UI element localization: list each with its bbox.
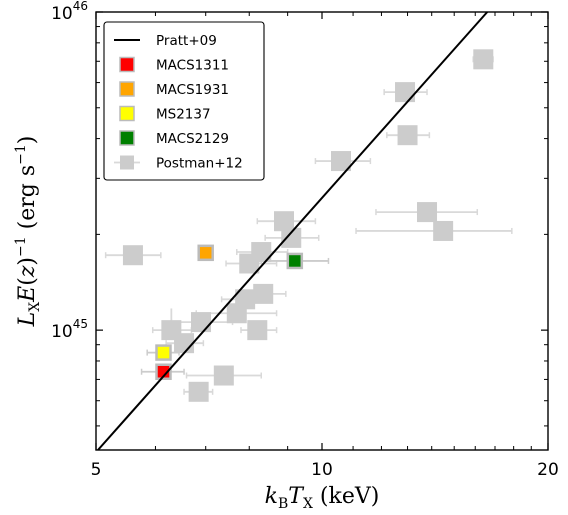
legend-label-pratt-09: Pratt+09 <box>156 33 217 49</box>
fit-line-group <box>97 11 488 451</box>
marker-postman-12-16 <box>395 82 416 103</box>
marker-postman-12-9 <box>251 242 272 263</box>
y-axis-label: LXE(z)−1 (erg s−1) <box>13 136 43 328</box>
legend-swatch-macs2129 <box>119 130 135 146</box>
pratt-fit-line <box>97 11 488 451</box>
legend-label-macs1311: MACS1311 <box>156 58 229 74</box>
marker-macs1311-0 <box>155 363 172 380</box>
legend-swatch-macs1931 <box>119 81 135 97</box>
y-tick-label-0: 1045 <box>51 317 88 342</box>
legend-label-macs1931: MACS1931 <box>156 82 229 98</box>
marker-postman-12-11 <box>253 283 274 304</box>
marker-macs1931-0 <box>197 244 214 262</box>
marker-postman-12-7 <box>235 289 256 310</box>
legend: Pratt+09 MACS1311 MACS1931 MS2137 MACS2129 Po… <box>103 21 265 181</box>
axis-ticks: 5 10 20 1045 1046 <box>51 0 559 480</box>
marker-postman-12-15 <box>397 125 418 146</box>
axis-labels: kBTX (keV) LXE(z)−1 (erg s−1) <box>13 136 379 512</box>
marker-ms2137-0 <box>155 344 172 361</box>
legend-swatch-ms2137 <box>119 105 135 122</box>
x-tick-label-2: 20 <box>537 460 559 480</box>
marker-postman-12-13 <box>281 227 302 248</box>
marker-postman-12-0 <box>122 245 143 266</box>
marker-postman-12-17 <box>417 202 438 223</box>
marker-macs2129-0 <box>286 252 304 270</box>
marker-postman-12-18 <box>433 220 454 241</box>
x-tick-label-1: 10 <box>311 460 333 480</box>
legend-label-ms2137: MS2137 <box>156 107 211 123</box>
legend-label-postman-12: Postman+12 <box>156 156 243 172</box>
legend-label-macs2129: MACS2129 <box>156 131 229 147</box>
x-tick-label-0: 5 <box>91 460 102 480</box>
marker-postman-12-2 <box>174 333 195 354</box>
legend-box <box>103 21 265 181</box>
marker-postman-12-14 <box>330 151 351 172</box>
marker-postman-12-4 <box>191 312 212 333</box>
marker-postman-12-10 <box>247 320 268 341</box>
legend-swatch-postman-12 <box>120 155 134 170</box>
marker-postman-12-5 <box>213 365 234 386</box>
marker-postman-12-12 <box>274 211 295 232</box>
marker-postman-12-3 <box>188 381 209 402</box>
legend-swatch-macs1311 <box>119 56 135 73</box>
data-markers <box>122 49 494 402</box>
y-tick-label-1: 1046 <box>51 0 88 24</box>
marker-postman-12-19 <box>473 49 494 70</box>
x-axis-label: kBTX (keV) <box>265 484 380 512</box>
